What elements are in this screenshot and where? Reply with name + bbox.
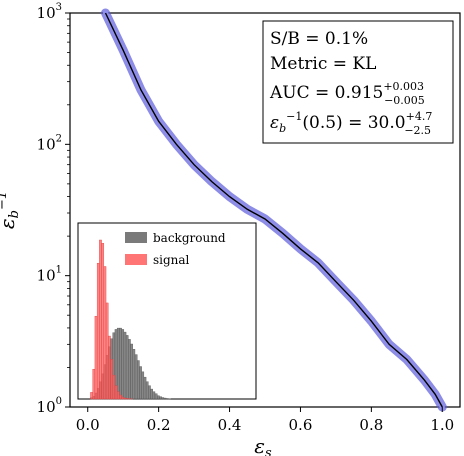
signal-bar (114, 385, 118, 400)
y-tick-label: 100 (37, 396, 62, 416)
legend-background: background (153, 231, 226, 245)
signal-bar (121, 396, 125, 400)
signal-bar (108, 335, 111, 400)
signal-bar (103, 266, 107, 400)
background-bar (132, 349, 136, 400)
y-axis-ticks: 100 101 102 103 (37, 2, 70, 416)
x-axis-label: εs (254, 434, 272, 456)
legend-signal: signal (153, 253, 190, 267)
background-bar (134, 354, 138, 400)
signal-bar (116, 391, 120, 400)
background-bar (139, 366, 142, 400)
signal-bar (110, 359, 113, 400)
background-bar (159, 396, 162, 400)
background-bar (161, 397, 165, 400)
signal-bar (96, 262, 100, 400)
background-bar (145, 381, 149, 400)
stat-auc: AUC = 0.915+0.003 −0.005 (269, 80, 425, 107)
roc-curve (104, 12, 443, 408)
background-bar (119, 327, 122, 400)
stat-sb: S/B = 0.1% (270, 29, 368, 49)
background-bar (128, 339, 131, 400)
background-bar (143, 376, 147, 400)
background-bar (157, 395, 160, 400)
signal-bar (90, 392, 93, 400)
background-bar (165, 398, 169, 400)
inset-bars (90, 239, 171, 400)
y-tick-label: 103 (37, 2, 62, 22)
y-tick-label: 101 (37, 265, 62, 285)
x-tick-label: 0.8 (359, 416, 383, 434)
x-tick-label: 0.0 (76, 416, 100, 434)
stat-inverse-eff: εb−1(0.5) = 30.0+4.7 −2.5 (270, 110, 432, 137)
signal-bar (112, 374, 116, 400)
background-bar (116, 327, 120, 400)
stats-box: S/B = 0.1% Metric = KL AUC = 0.915+0.003… (262, 20, 454, 144)
background-bar (152, 391, 156, 400)
signal-bar (119, 394, 122, 400)
background-bar (136, 360, 140, 400)
signal-bar (101, 243, 105, 400)
signal-bar (92, 368, 96, 400)
x-axis-ticks: 0.0 0.2 0.4 0.6 0.8 1.0 (76, 407, 454, 434)
x-tick-label: 0.2 (147, 416, 171, 434)
svg-text:εb−1: εb−1 (0, 191, 22, 229)
background-bar (123, 331, 127, 400)
y-axis-label: εb−1 (0, 191, 22, 229)
x-tick-label: 0.6 (289, 416, 313, 434)
background-bar (163, 397, 167, 400)
background-bar (125, 335, 129, 400)
background-bar (130, 343, 133, 400)
inset-histogram: background signal (77, 222, 257, 400)
stat-metric: Metric = KL (270, 54, 376, 74)
signal-bar (105, 302, 109, 400)
background-bar (150, 388, 153, 400)
background-bar (148, 385, 151, 400)
x-tick-label: 0.4 (218, 416, 242, 434)
x-tick-label: 1.0 (430, 416, 454, 434)
signal-bar (94, 315, 98, 400)
signal-bar (99, 239, 102, 400)
y-tick-label: 102 (37, 133, 62, 153)
background-bar (121, 329, 125, 400)
signal-bar (123, 397, 127, 400)
main-plot-frame (69, 12, 461, 408)
background-bar (154, 393, 158, 400)
background-bar (141, 371, 145, 400)
signal-bar (125, 398, 129, 400)
inset-legend: background signal (125, 231, 226, 267)
